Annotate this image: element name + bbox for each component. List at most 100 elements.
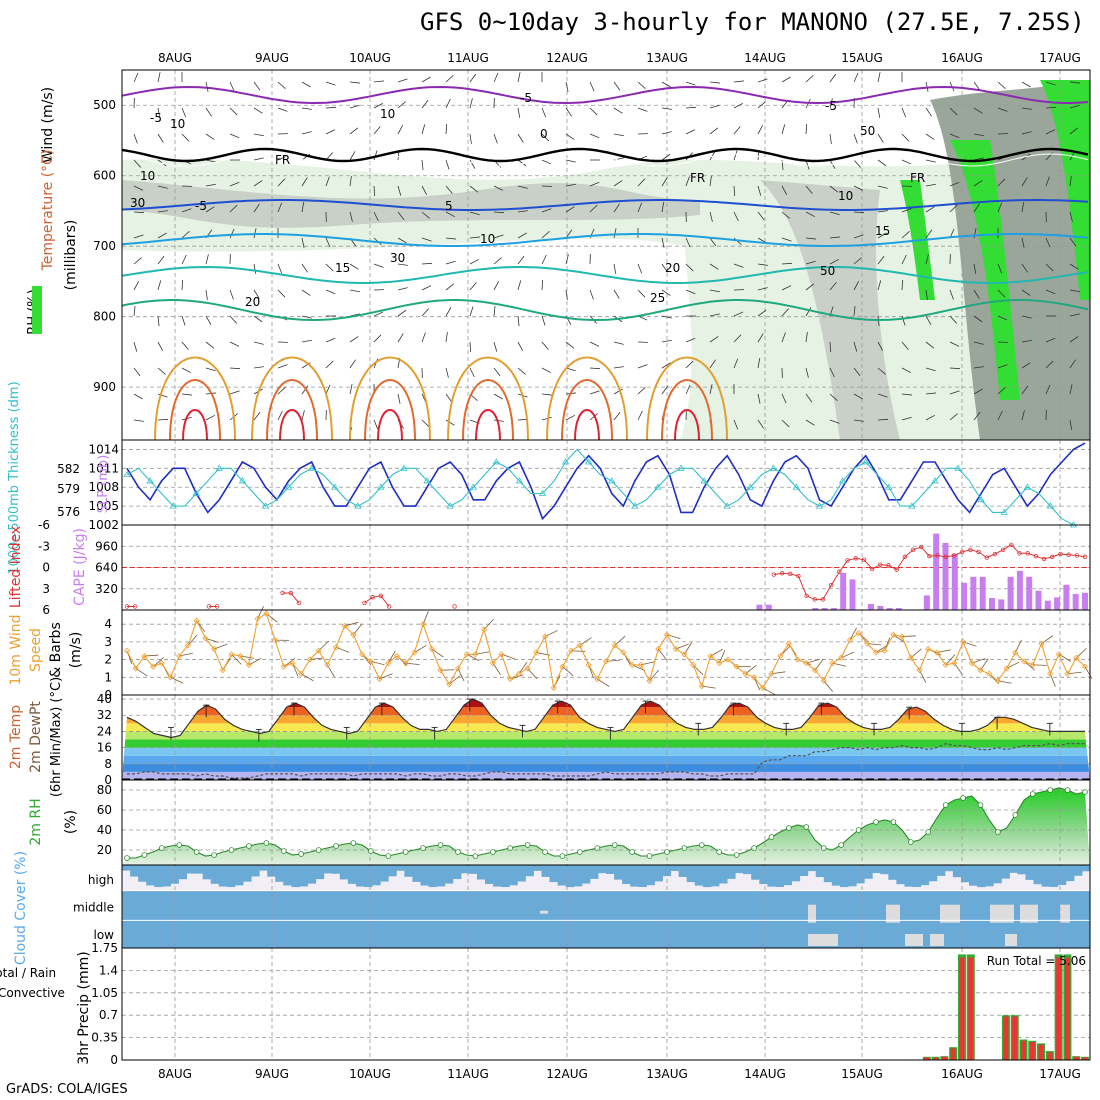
- wind-barb: [373, 263, 384, 268]
- wind-barb: [349, 104, 360, 109]
- top-date-label-12AUG: 12AUG: [546, 51, 588, 65]
- wind-barb: [349, 359, 356, 369]
- isotherm-minus5: [121, 85, 1089, 105]
- wind-barb: [133, 419, 144, 422]
- rh-contour-label: 10: [170, 117, 185, 131]
- wind-barb: [709, 313, 720, 317]
- cape-bar: [933, 533, 940, 610]
- cloud-high-bar: [428, 865, 438, 888]
- li-tick-3: 3: [42, 582, 50, 596]
- cape-bar: [1035, 590, 1042, 610]
- isotherm-label: 0: [540, 127, 548, 141]
- wind-barb: [493, 367, 501, 377]
- wind-barb: [613, 289, 620, 299]
- isotherm-30-loop: [169, 379, 221, 441]
- cloud-high-bar: [573, 865, 583, 887]
- pressure-tick-500: 500: [93, 98, 116, 112]
- ylabel-2m-temp: 2m Temp: [8, 705, 24, 769]
- wind-barb: [565, 341, 575, 349]
- wind-speed-marker: [559, 663, 566, 670]
- ylabel-speed: Speed: [28, 628, 44, 672]
- cloud-high-bar: [202, 865, 212, 880]
- wind-barb-10m: [823, 680, 834, 692]
- ylabel-temperature: Temperature (°C): [40, 150, 56, 272]
- li-point: [869, 566, 875, 572]
- wind-barb: [661, 263, 668, 273]
- cloud-high-bar: [275, 865, 284, 882]
- wind-barb-10m: [431, 648, 444, 658]
- wind-barb: [349, 384, 353, 395]
- wind-speed-marker: [933, 649, 941, 656]
- isotherm-freezing: [121, 147, 1089, 163]
- wind-barb-10m: [1076, 647, 1087, 659]
- wind-barb: [997, 289, 1006, 298]
- wind-barb: [421, 124, 426, 135]
- wind-barb: [253, 203, 260, 213]
- wind-barb: [733, 185, 736, 197]
- cloud-high-bar: [1065, 865, 1075, 882]
- wind-barb: [613, 411, 621, 421]
- top-date-label-10AUG: 10AUG: [349, 51, 391, 65]
- wind-barb: [181, 254, 187, 265]
- wind-barb: [757, 287, 768, 291]
- wind-speed-marker: [1003, 665, 1010, 672]
- wind-barb: [805, 123, 808, 135]
- wind-barb: [253, 341, 264, 345]
- wind-barb: [613, 107, 623, 114]
- wind-barb: [493, 306, 496, 317]
- rh2m-marker: [995, 829, 1001, 835]
- wind-barb: [733, 358, 739, 369]
- rh2m-marker: [873, 819, 879, 825]
- cloud-high-bar: [694, 865, 704, 886]
- wind-barb: [757, 393, 761, 404]
- ylabel-2m-dewpt: 2m DewPt: [28, 701, 44, 773]
- wind-speed-marker: [324, 661, 331, 668]
- ylabel-minmax: (6hr Min/Max) (°C): [49, 677, 64, 797]
- cloud-high-bar: [993, 865, 1002, 884]
- wind-barb-10m: [1006, 661, 1020, 669]
- bottom-date-label-17AUG: 17AUG: [1039, 1067, 1081, 1081]
- ylabel-thickness: 1000~500mb Thickness (dm): [7, 381, 22, 574]
- wind-barb: [229, 390, 240, 395]
- slp-tick-1002: 1002: [88, 518, 119, 532]
- wind-barb-10m: [945, 654, 956, 666]
- wind-speed-marker: [742, 670, 749, 677]
- cloud-high-bar: [727, 865, 736, 879]
- isotherm-label: 10: [838, 189, 853, 203]
- wind-barb: [1021, 237, 1025, 248]
- cloud-high-bar: [864, 865, 873, 879]
- rh2m-marker: [263, 840, 270, 846]
- wind-barb: [781, 237, 792, 242]
- rh-contour-label: 30: [130, 196, 145, 210]
- rh-contour-label: 50: [860, 124, 875, 138]
- wind-barb: [829, 282, 837, 291]
- isotherm-label: 20: [245, 295, 260, 309]
- wind-barb: [277, 263, 283, 274]
- thickness-marker: [838, 477, 847, 484]
- wind-barb: [637, 107, 648, 112]
- ylabel-cloud-cover: Cloud Cover (%): [13, 851, 29, 965]
- wind-speed-marker: [524, 665, 531, 672]
- thickness-marker: [677, 464, 685, 471]
- wind-barb: [589, 204, 598, 213]
- cloud-high-bar: [888, 865, 897, 880]
- wind-barb: [637, 178, 646, 187]
- li-line: [773, 544, 1086, 600]
- rh2m-tick-40: 40: [97, 823, 112, 837]
- wind-barb: [541, 254, 547, 265]
- wind-barb: [589, 367, 601, 370]
- wind-barb: [973, 366, 984, 369]
- wind-barb: [181, 133, 190, 142]
- wind-barb: [205, 183, 216, 187]
- wind-speed-marker: [1064, 670, 1071, 677]
- cloud-high-bar: [517, 865, 526, 882]
- cloud-high-bar: [283, 865, 292, 886]
- wind-barb: [1069, 81, 1080, 84]
- isotherm-25-loop: [447, 356, 529, 441]
- cloud-high-bar: [759, 865, 768, 885]
- wind-barb: [949, 367, 961, 370]
- cloud-high-bar: [791, 865, 801, 882]
- wind-barb: [541, 208, 552, 213]
- wind-barb: [853, 234, 864, 239]
- isotherm-label: 20: [665, 261, 680, 275]
